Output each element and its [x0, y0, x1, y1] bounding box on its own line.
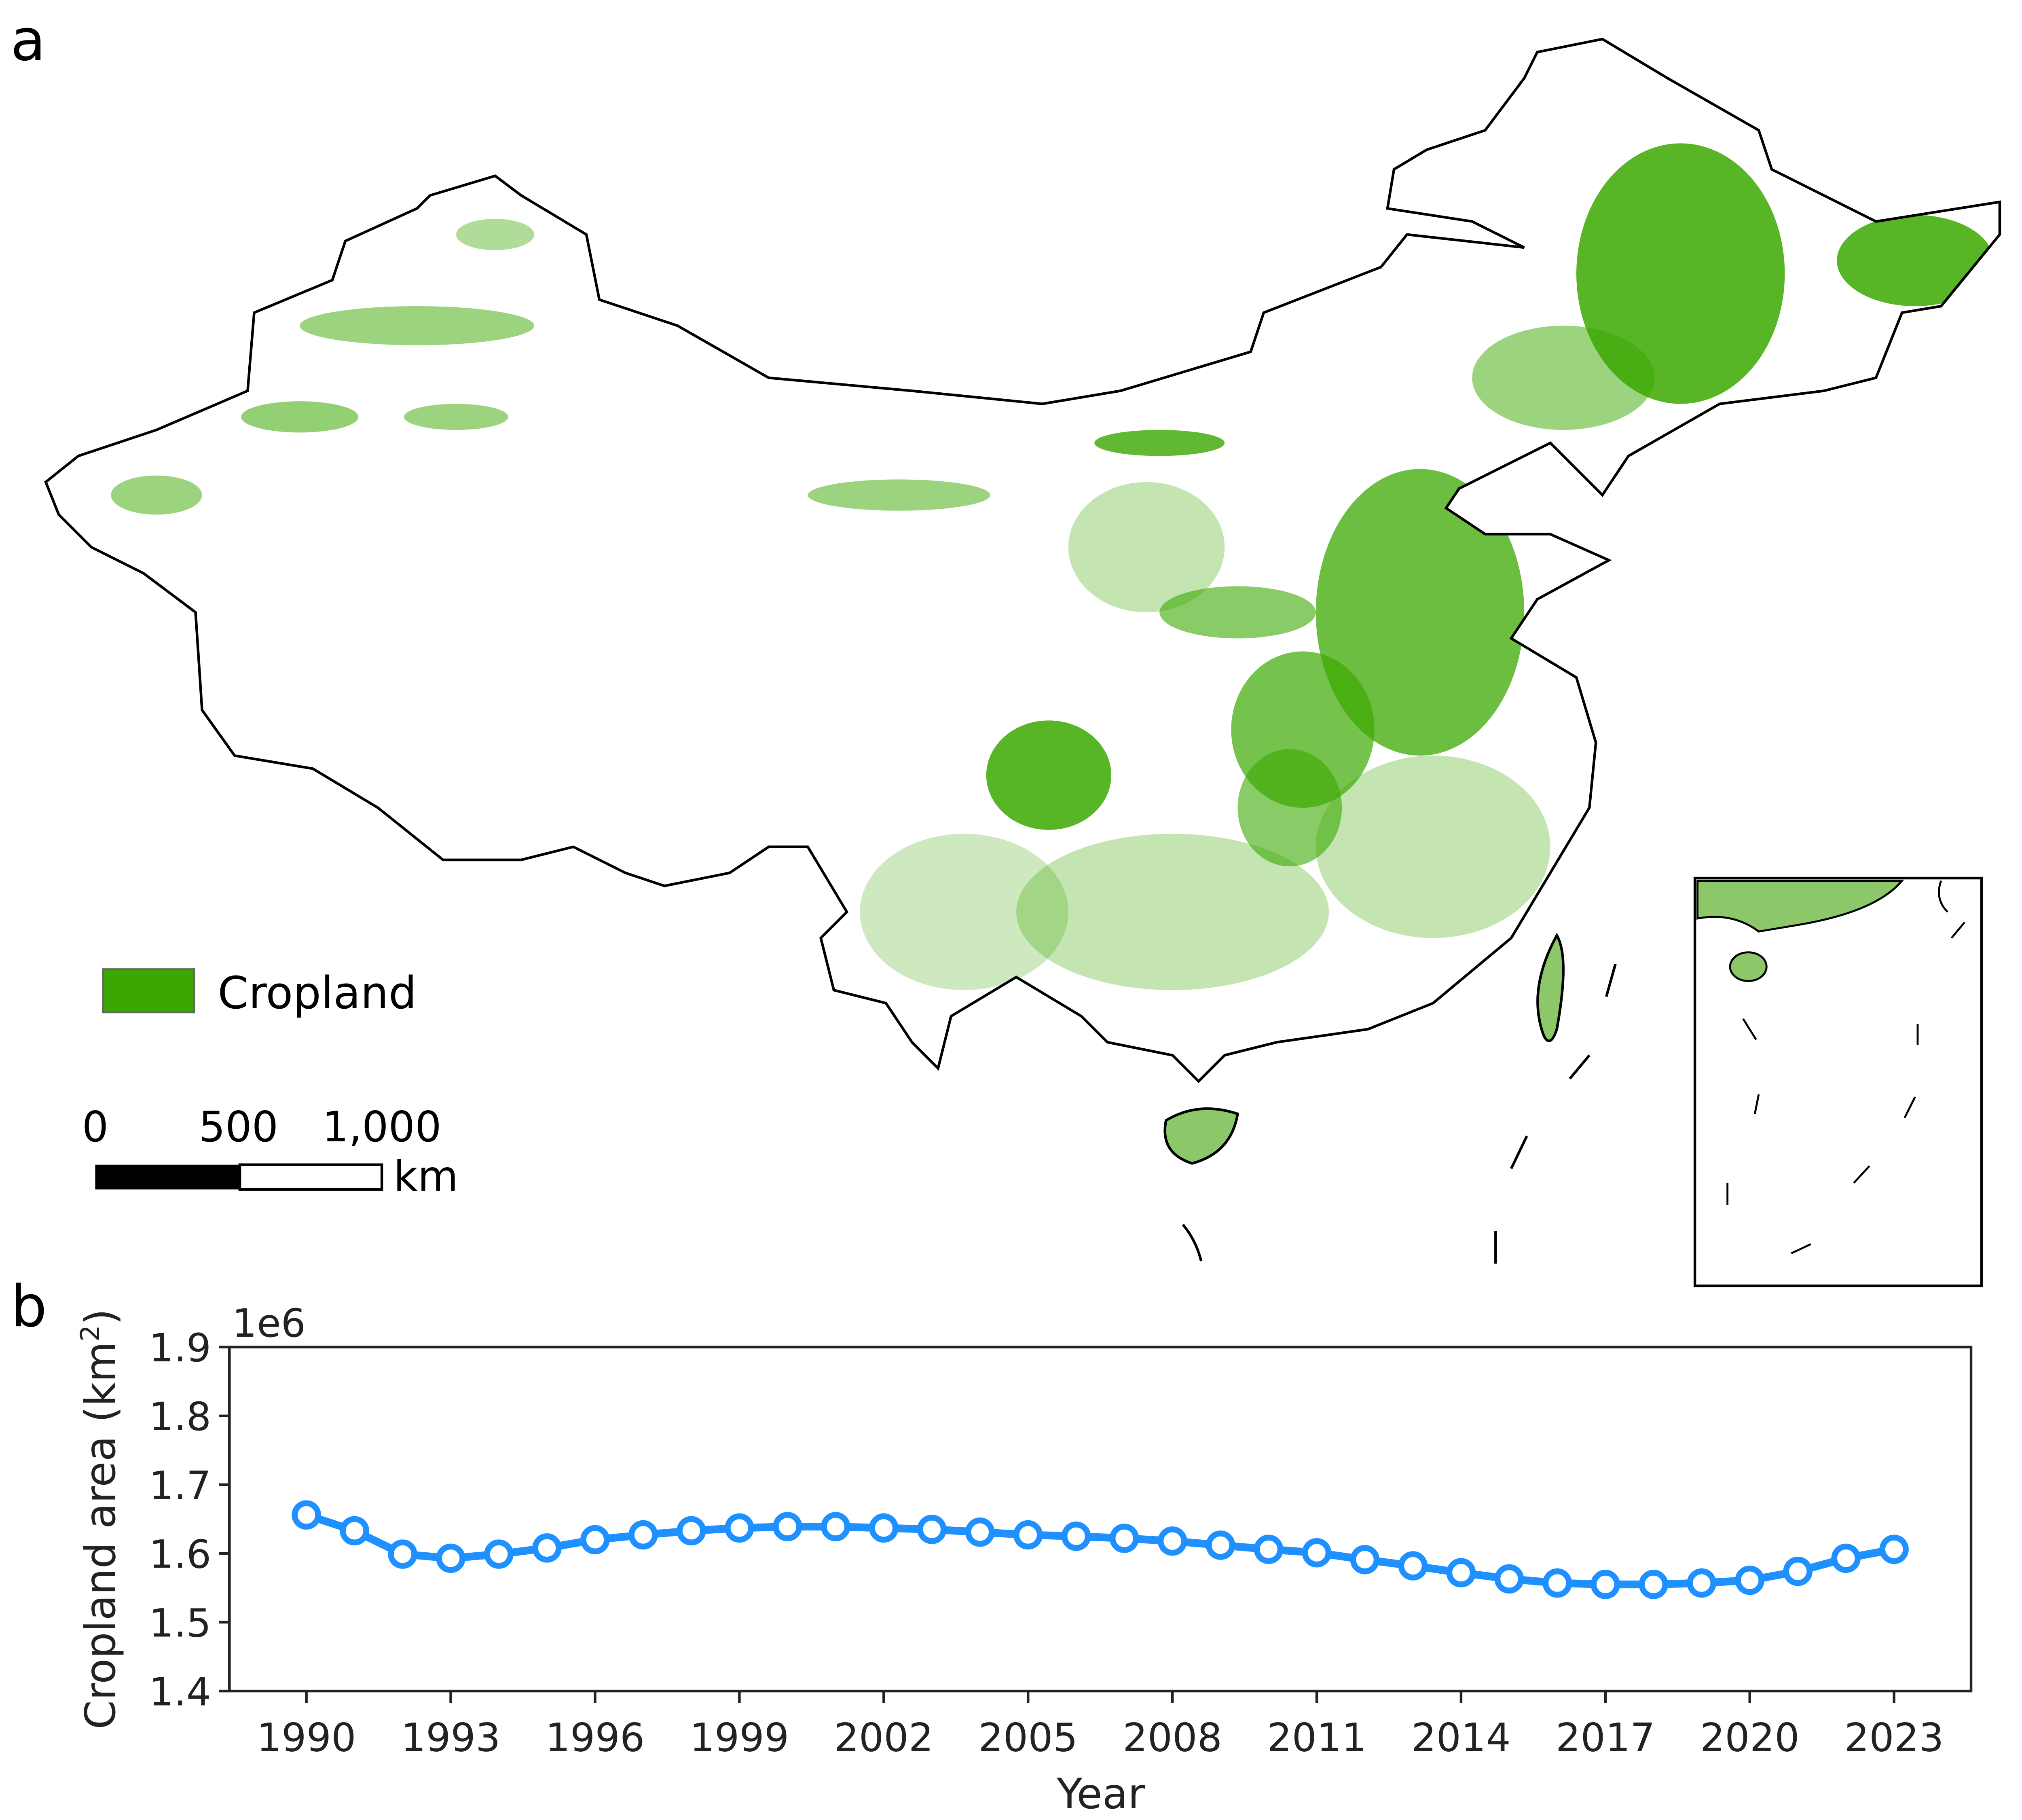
cropland-legend-label: Cropland: [218, 967, 417, 1019]
scale-tick-0: 0: [82, 1103, 109, 1151]
x-tick-label: 2005: [978, 1714, 1078, 1760]
data-point: [1446, 1558, 1476, 1587]
data-point: [1206, 1530, 1235, 1560]
x-tick-label: 2011: [1267, 1714, 1366, 1760]
data-point: [436, 1543, 465, 1573]
data-point: [725, 1513, 754, 1543]
data-point: [1542, 1568, 1572, 1598]
data-point: [1735, 1566, 1764, 1595]
y-tick-label: 1.7: [149, 1462, 212, 1508]
x-tick-label: 2002: [834, 1714, 933, 1760]
data-point: [484, 1539, 514, 1569]
x-tick-label: 1993: [401, 1714, 501, 1760]
data-point: [388, 1539, 417, 1569]
inset-map: [1693, 876, 1983, 1287]
plot-frame: [228, 1346, 1973, 1693]
map-legend: Cropland: [102, 967, 417, 1019]
scale-bar: 0 500 1,000 km: [82, 1103, 459, 1201]
x-tick-label: 1996: [546, 1714, 645, 1760]
scale-tick-1000: 1,000: [322, 1103, 442, 1151]
data-point: [821, 1512, 850, 1541]
data-point: [1831, 1543, 1861, 1573]
hainan-island: [1163, 1107, 1239, 1165]
data-point: [1254, 1534, 1284, 1564]
y-multiplier: 1e6: [232, 1300, 306, 1346]
data-point: [1591, 1570, 1620, 1599]
y-axis-label: Cropland area (km2): [75, 1309, 125, 1729]
data-point: [1639, 1570, 1669, 1599]
x-tick-label: 2017: [1556, 1714, 1655, 1760]
y-tick-label: 1.5: [149, 1600, 212, 1646]
data-point: [532, 1533, 562, 1563]
panel-a-label: a: [11, 7, 46, 74]
data-point: [1350, 1545, 1380, 1575]
data-point: [1302, 1538, 1332, 1568]
data-point: [1157, 1526, 1187, 1556]
data-point: [677, 1516, 706, 1546]
china-map: [46, 39, 2000, 1264]
y-tick-label: 1.6: [149, 1531, 212, 1577]
data-point: [869, 1513, 899, 1543]
y-tick-label: 1.4: [149, 1669, 212, 1715]
data-point: [1879, 1534, 1909, 1564]
data-point: [1013, 1520, 1043, 1550]
taiwan-island: [1536, 933, 1565, 1042]
data-point: [292, 1500, 321, 1530]
y-tick-label: 1.8: [149, 1394, 212, 1439]
data-point: [1687, 1568, 1717, 1598]
x-tick-label: 2020: [1700, 1714, 1800, 1760]
line-chart: 1e6 Cropland area (km2) Year 1.4 1.5 1.6 1.…: [75, 1300, 1973, 1818]
data-point: [965, 1517, 995, 1547]
data-point: [1494, 1564, 1524, 1594]
data-point: [1783, 1556, 1813, 1586]
data-point: [580, 1525, 610, 1555]
x-tick-label: 2014: [1411, 1714, 1511, 1760]
nine-dash-line: [1182, 963, 1617, 1264]
data-point: [1109, 1524, 1139, 1553]
panel-b-label: b: [11, 1273, 47, 1340]
cropland-legend-swatch: [102, 968, 195, 1014]
x-tick-label: 1990: [257, 1714, 356, 1760]
data-point: [628, 1520, 658, 1550]
data-point: [340, 1516, 369, 1546]
cropland-areas: [111, 143, 1993, 990]
x-tick-label: 2008: [1123, 1714, 1222, 1760]
scale-unit: km: [393, 1152, 458, 1201]
x-tick-label: 1999: [690, 1714, 789, 1760]
data-point: [773, 1512, 802, 1541]
data-point: [1398, 1551, 1428, 1581]
x-axis-label: Year: [1056, 1770, 1145, 1818]
data-point: [1061, 1522, 1091, 1551]
x-tick-label: 2023: [1844, 1714, 1944, 1760]
y-tick-label: 1.9: [149, 1325, 212, 1371]
data-point: [917, 1515, 947, 1544]
scale-tick-500: 500: [199, 1103, 278, 1151]
series-line: [305, 1511, 1895, 1589]
